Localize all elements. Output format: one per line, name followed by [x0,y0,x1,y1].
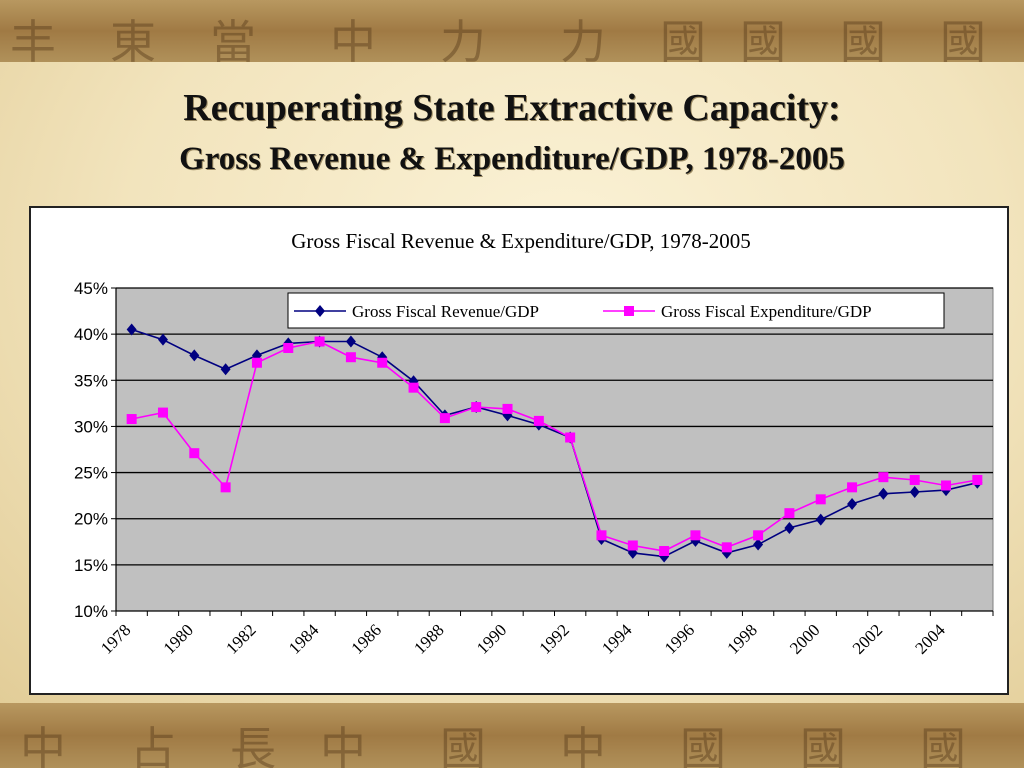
calligraphy-glyph: 國 [800,722,846,768]
data-point [815,494,826,505]
calligraphy-glyph: 國 [660,15,706,62]
data-point [345,335,356,348]
y-tick-label: 10% [74,602,108,621]
calligraphy-glyph: 中 [330,15,376,62]
data-point [721,542,732,553]
slide-subtitle: Gross Revenue & Expenditure/GDP, 1978-20… [179,141,845,177]
calligraphy-glyph: 中 [20,722,66,768]
y-tick-label: 15% [74,556,108,575]
chart-frame: Gross Fiscal Revenue & Expenditure/GDP, … [29,206,1009,695]
x-tick-label: 1978 [97,620,134,657]
y-tick-label: 30% [74,417,108,436]
data-point [157,407,168,418]
x-tick-label: 1980 [160,620,197,657]
line-chart: Gross Fiscal Revenue & Expenditure/GDP, … [74,229,994,658]
data-point [784,521,795,534]
data-point [157,333,168,346]
series-line [131,340,978,552]
data-point [596,530,607,541]
decorative-calligraphy-band-bottom: 中 占 長 中 國 中 國 國 國 [0,703,1024,768]
x-tick-label: 2004 [911,620,949,658]
slide-title: Recuperating State Extractive Capacity: [183,87,841,129]
calligraphy-glyph: 力 [440,15,486,62]
data-point [659,546,670,557]
data-point [377,351,388,364]
x-tick-label: 1998 [723,620,760,657]
data-point [283,342,294,353]
decorative-calligraphy-band-top: 丰 東 當 中 力 力 國 國 國 國 [0,0,1024,62]
legend-label: Gross Fiscal Expenditure/GDP [661,302,872,321]
legend-marker [624,306,634,316]
data-point [627,540,638,551]
data-point [189,349,200,362]
data-point [471,402,482,413]
x-tick-label: 1990 [473,620,510,657]
data-point [659,550,670,563]
data-point [753,538,764,551]
data-point [878,487,889,500]
data-point [251,357,262,368]
data-point [439,413,450,424]
y-tick-label: 35% [74,371,108,390]
data-point [690,530,701,541]
x-tick-label: 1982 [222,620,259,657]
y-tick-label: 40% [74,325,108,344]
legend-label: Gross Fiscal Revenue/GDP [352,302,539,321]
calligraphy-glyph: 國 [680,722,726,768]
series-line [131,328,978,558]
calligraphy-glyph: 長 [230,722,276,768]
data-point [878,472,889,483]
data-point [847,497,858,510]
series-expenditure [126,336,983,557]
plot-area [115,287,994,612]
data-point [941,480,952,491]
calligraphy-glyph: 占 [130,722,176,768]
legend-marker [315,305,325,317]
calligraphy-glyph: 中 [320,722,366,768]
calligraphy-glyph: 中 [560,722,606,768]
y-tick-label: 25% [74,464,108,483]
calligraphy-glyph: 國 [840,15,886,62]
data-point [753,530,764,541]
data-point [972,474,983,485]
data-point [909,474,920,485]
data-point [314,336,325,347]
data-point [345,352,356,363]
calligraphy-glyph: 東 [110,15,156,62]
x-tick-label: 1986 [348,620,385,657]
data-point [220,482,231,493]
data-point [815,513,826,526]
calligraphy-glyph: 國 [440,722,486,768]
x-tick-label: 1992 [536,620,573,657]
x-tick-label: 2000 [786,620,823,657]
y-tick-label: 45% [74,279,108,298]
data-point [377,357,388,368]
data-point [126,414,137,425]
chart-title: Gross Fiscal Revenue & Expenditure/GDP, … [291,229,751,253]
data-point [847,482,858,493]
data-point [565,432,576,443]
data-point [784,508,795,519]
x-tick-label: 1988 [410,620,447,657]
data-point [533,415,544,426]
x-tick-label: 2002 [849,620,886,657]
data-point [220,363,231,376]
calligraphy-glyph: 國 [920,722,966,768]
x-tick-label: 1996 [661,620,698,657]
data-point [189,448,200,459]
y-tick-label: 20% [74,510,108,529]
data-point [909,485,920,498]
calligraphy-glyph: 國 [940,15,986,62]
x-tick-label: 1994 [598,620,636,658]
data-point [502,403,513,414]
legend: Gross Fiscal Revenue/GDP Gross Fiscal Exp… [287,292,945,329]
calligraphy-glyph: 當 [210,15,256,62]
calligraphy-glyph: 丰 [10,15,56,62]
calligraphy-glyph: 力 [560,15,606,62]
data-point [408,382,419,393]
x-tick-label: 1984 [285,620,323,658]
calligraphy-glyph: 國 [740,15,786,62]
